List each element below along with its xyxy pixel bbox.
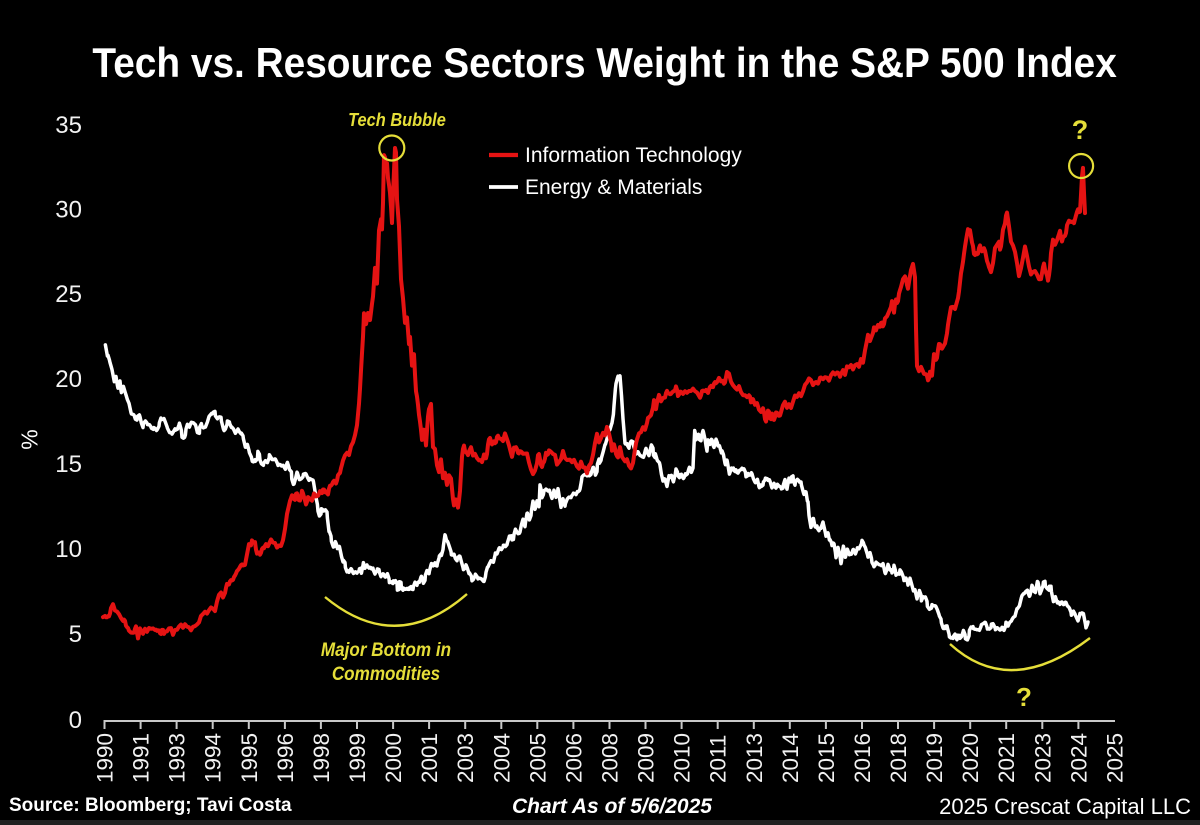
svg-text:2016: 2016 <box>850 733 875 783</box>
svg-text:2014: 2014 <box>778 733 803 783</box>
svg-text:1998: 1998 <box>309 733 334 783</box>
svg-text:30: 30 <box>55 197 82 224</box>
svg-text:2008: 2008 <box>598 733 623 783</box>
svg-text:2000: 2000 <box>381 733 406 783</box>
svg-text:5: 5 <box>69 621 82 648</box>
svg-text:2003: 2003 <box>453 733 478 783</box>
svg-text:2023: 2023 <box>1030 733 1055 783</box>
svg-text:2024: 2024 <box>1066 733 1091 783</box>
svg-text:20: 20 <box>55 366 82 393</box>
svg-text:2009: 2009 <box>634 733 659 783</box>
svg-text:2025: 2025 <box>1103 733 1128 783</box>
svg-text:2013: 2013 <box>742 733 767 783</box>
svg-text:10: 10 <box>55 536 82 563</box>
svg-text:2001: 2001 <box>417 733 442 783</box>
svg-text:25: 25 <box>55 281 82 308</box>
svg-text:1995: 1995 <box>237 733 262 783</box>
svg-text:2021: 2021 <box>994 733 1019 783</box>
svg-text:1990: 1990 <box>93 733 118 783</box>
svg-text:2015: 2015 <box>814 733 839 783</box>
svg-text:1999: 1999 <box>345 733 370 783</box>
svg-text:2018: 2018 <box>886 733 911 783</box>
svg-text:2020: 2020 <box>958 733 983 783</box>
svg-text:2005: 2005 <box>525 733 550 783</box>
svg-text:1994: 1994 <box>201 733 226 783</box>
svg-text:1993: 1993 <box>165 733 190 783</box>
svg-text:1991: 1991 <box>129 733 154 783</box>
svg-text:2010: 2010 <box>670 733 695 783</box>
svg-text:0: 0 <box>69 707 82 734</box>
svg-text:2004: 2004 <box>489 733 514 783</box>
svg-text:15: 15 <box>55 451 82 478</box>
svg-text:2006: 2006 <box>561 733 586 783</box>
svg-text:2019: 2019 <box>922 733 947 783</box>
svg-text:35: 35 <box>55 112 82 139</box>
svg-text:1996: 1996 <box>273 733 298 783</box>
svg-text:2011: 2011 <box>706 735 731 783</box>
